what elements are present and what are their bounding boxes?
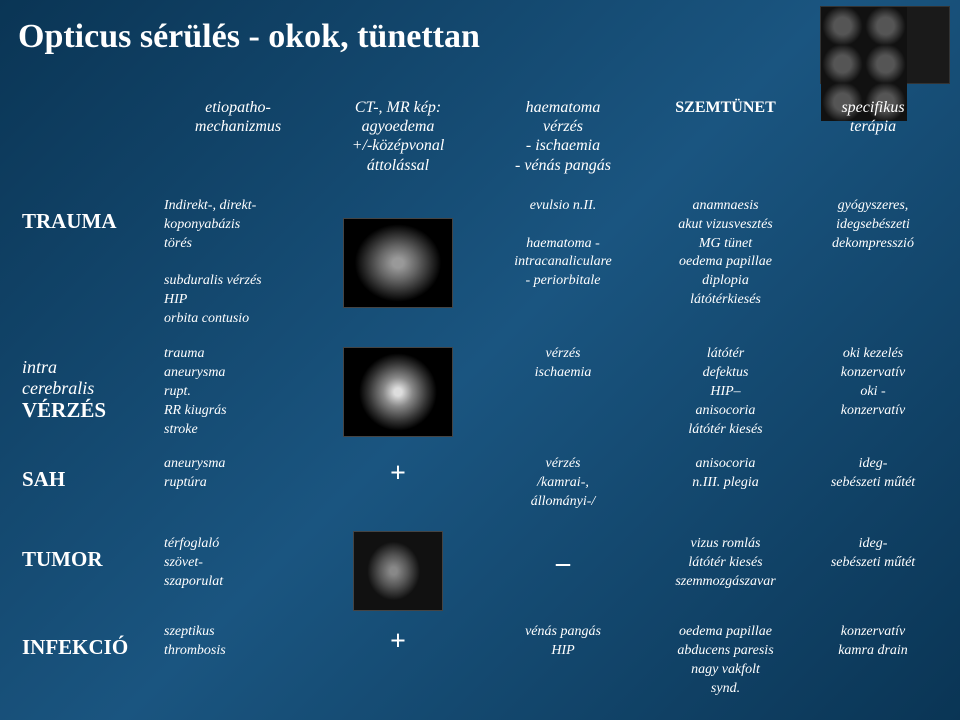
verzes-szemtunet: látótér defektus HIP– anisocoria látótér… [648, 337, 803, 447]
infekcio-terapia: konzervatív kamra drain [803, 615, 943, 707]
tumor-etio: térfoglaló szövet- szaporulat [158, 527, 318, 615]
sah-szemtunet: anisocoria n.III. plegia [648, 447, 803, 527]
corner-scan-thumbnails [820, 6, 950, 84]
tumor-scan-image [318, 527, 478, 615]
trauma-scan-image [318, 189, 478, 337]
infekcio-etio: szeptikus thrombosis [158, 615, 318, 707]
trauma-haematoma: evulsio n.II. haematoma - intracanalicul… [478, 189, 648, 337]
tumor-terapia: ideg- sebészeti műtét [803, 527, 943, 615]
verzes-haematoma: vérzés ischaemia [478, 337, 648, 447]
col-header-empty [18, 90, 158, 189]
trauma-terapia: gyógyszeres, idegsebészeti dekompresszió [803, 189, 943, 337]
sah-terapia: ideg- sebészeti műtét [803, 447, 943, 527]
col-header-szemtunet: SZEMTÜNET [648, 90, 803, 189]
verzes-terapia: oki kezelés konzervatív oki - konzervatí… [803, 337, 943, 447]
infekcio-ctmr-plus: + [318, 615, 478, 707]
row-label-trauma: TRAUMA [18, 189, 158, 337]
infekcio-szemtunet: oedema papillae abducens paresis nagy va… [648, 615, 803, 707]
trauma-etio: Indirekt-, direkt- koponyabázis törés su… [158, 189, 318, 337]
col-header-haematoma: haematoma vérzés - ischaemia - vénás pan… [478, 90, 648, 189]
content-table: etiopatho- mechanizmus CT-, MR kép: agyo… [18, 90, 946, 707]
row-label-sah: SAH [18, 447, 158, 527]
infekcio-haematoma: vénás pangás HIP [478, 615, 648, 707]
row-label-infekcio: INFEKCIÓ [18, 615, 158, 707]
col-header-terapia: specifikus terápia [803, 90, 943, 189]
sah-etio: aneurysma ruptúra [158, 447, 318, 527]
col-header-etio: etiopatho- mechanizmus [158, 90, 318, 189]
row-label-verzes: intra cerebralis VÉRZÉS [18, 337, 158, 447]
col-header-ctmr: CT-, MR kép: agyoedema +/-középvonal átt… [318, 90, 478, 189]
verzes-etio: trauma aneurysma rupt. RR kiugrás stroke [158, 337, 318, 447]
slide-title: Opticus sérülés - okok, tünettan [18, 18, 480, 56]
row-label-tumor: TUMOR [18, 527, 158, 615]
verzes-scan-image [318, 337, 478, 447]
tumor-szemtunet: vizus romlás látótér kiesés szemmozgásza… [648, 527, 803, 615]
sah-haematoma: vérzés /kamrai-, állományi-/ [478, 447, 648, 527]
tumor-ctmr-minus: _ [478, 527, 648, 615]
trauma-szemtunet: anamnaesis akut vizusvesztés MG tünet oe… [648, 189, 803, 337]
sah-ctmr-plus: + [318, 447, 478, 527]
